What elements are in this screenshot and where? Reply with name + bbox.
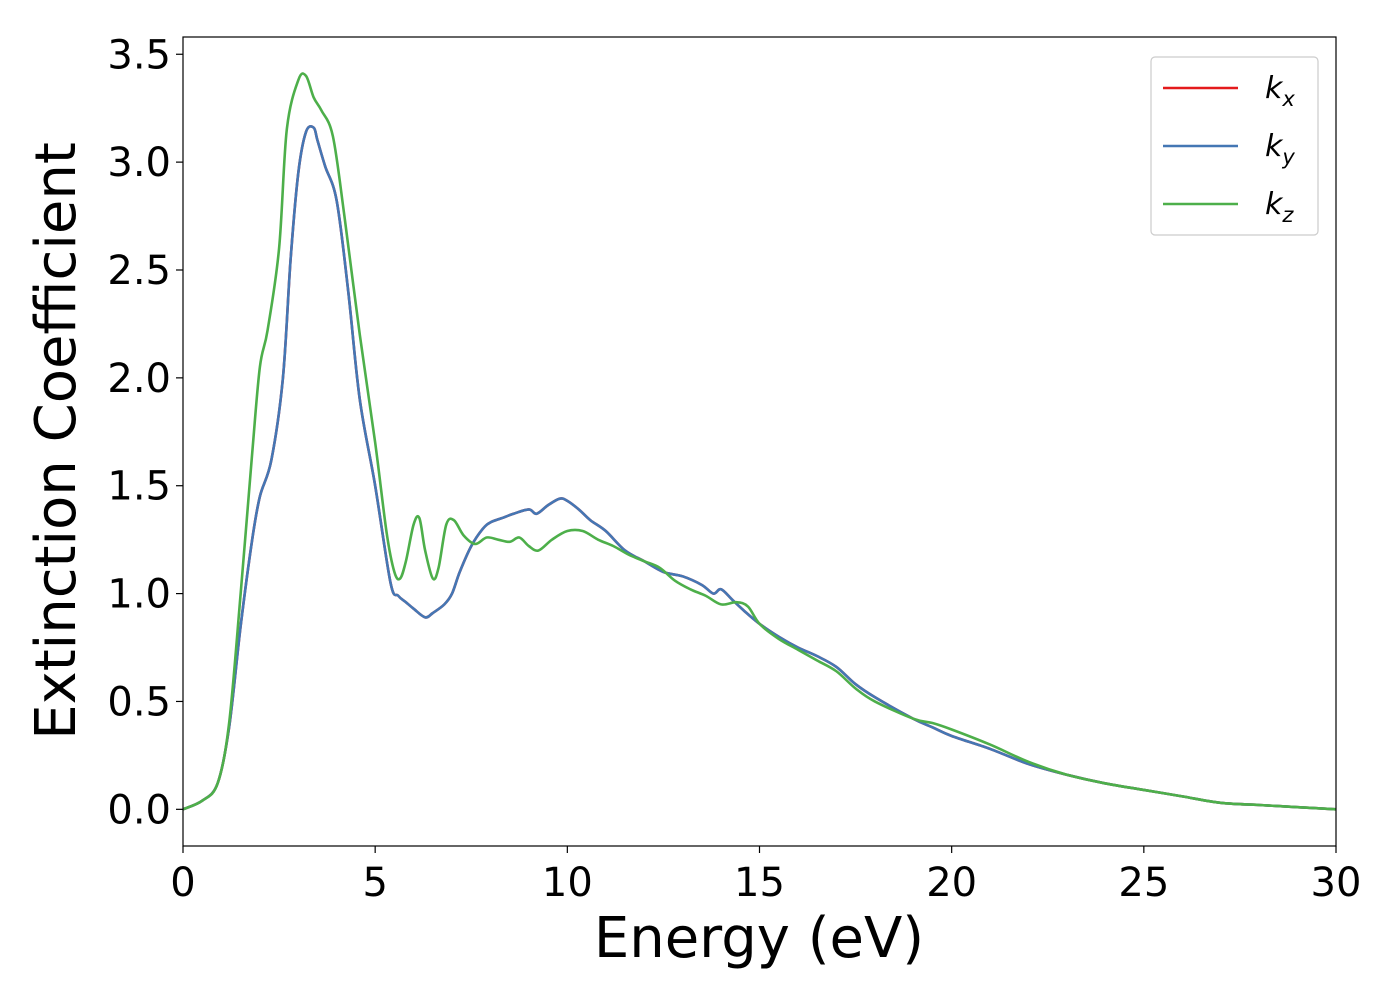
plot-lines bbox=[182, 72, 1337, 811]
x-tick-label: 25 bbox=[1118, 860, 1169, 906]
x-tick-label: 20 bbox=[926, 860, 977, 906]
y-tick-label: 1.0 bbox=[107, 572, 171, 618]
x-tick-label: 5 bbox=[362, 860, 387, 906]
y-tick-label: 0.5 bbox=[107, 679, 171, 725]
y-tick-label: 2.5 bbox=[107, 248, 171, 294]
legend-subscript: x bbox=[1281, 87, 1295, 111]
x-axis-ticks: 0 5 10 15 20 25 30 bbox=[170, 846, 1361, 906]
x-tick-label: 10 bbox=[542, 860, 593, 906]
y-tick-label: 3.0 bbox=[107, 140, 171, 186]
y-tick-label: 3.5 bbox=[107, 32, 171, 78]
legend-subscript: z bbox=[1281, 203, 1294, 227]
y-tick-label: 0.0 bbox=[107, 787, 171, 833]
y-tick-label: 2.0 bbox=[107, 356, 171, 402]
x-tick-label: 15 bbox=[734, 860, 785, 906]
x-tick-label: 30 bbox=[1311, 860, 1362, 906]
y-axis-ticks: 0.0 0.5 1.0 1.5 2.0 2.5 3.0 3.5 bbox=[107, 32, 183, 833]
y-tick-label: 1.5 bbox=[107, 464, 171, 510]
legend-subscript: y bbox=[1281, 145, 1295, 169]
y-axis-label: Extinction Coefficient bbox=[24, 142, 89, 740]
x-tick-label: 0 bbox=[170, 860, 195, 906]
series-line-z bbox=[182, 72, 1337, 811]
x-axis-label: Energy (eV) bbox=[594, 906, 924, 971]
